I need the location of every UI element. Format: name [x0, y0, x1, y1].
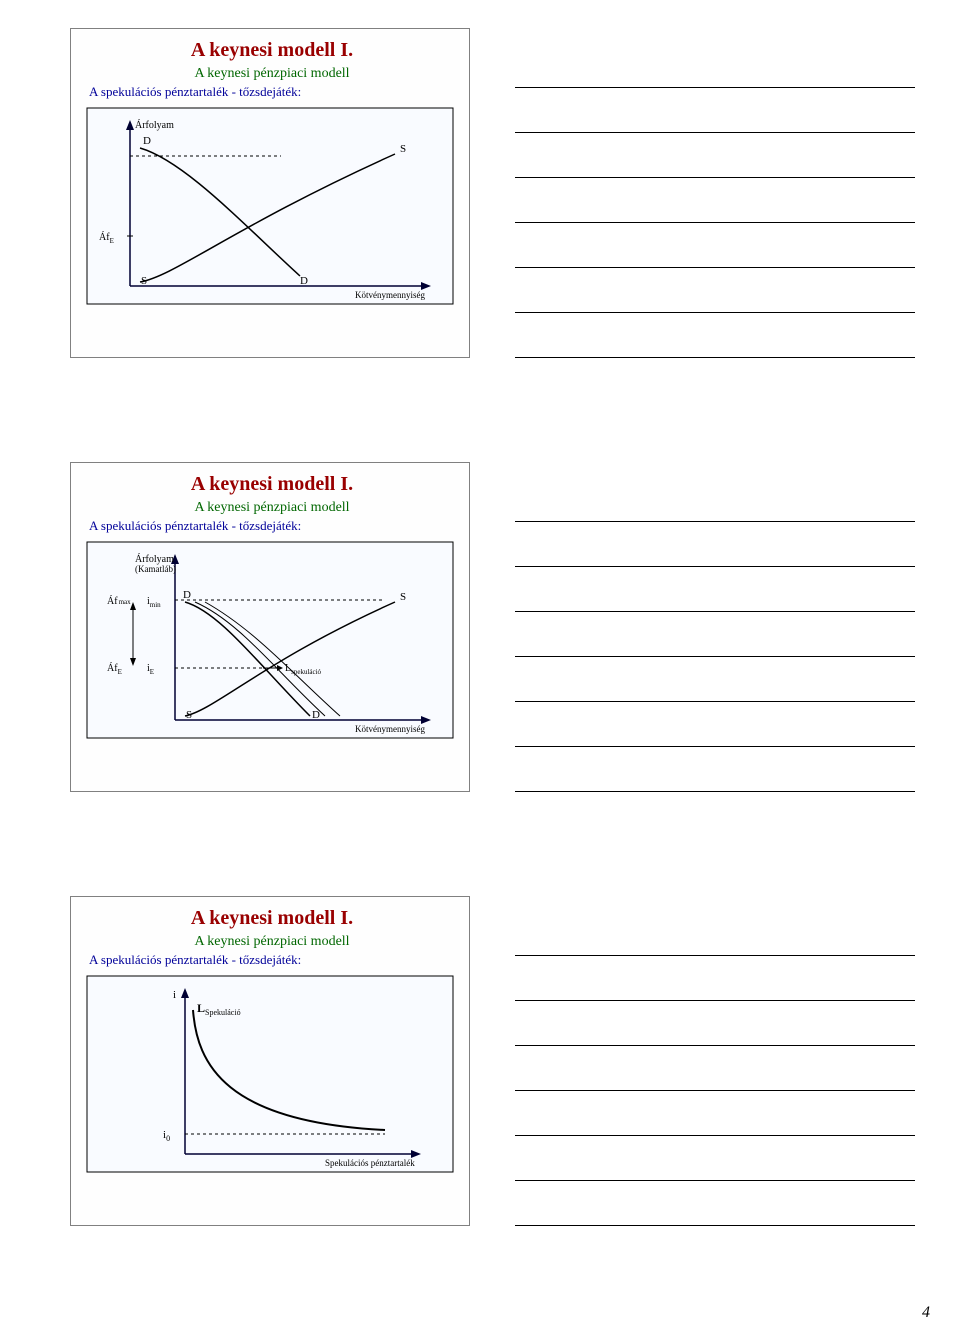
note-line: [515, 1001, 915, 1046]
svg-text:S: S: [141, 275, 147, 287]
slide-title: A keynesi modell I.: [85, 39, 459, 62]
note-line: [515, 1091, 915, 1136]
y-axis-label: Árfolyam: [135, 119, 174, 131]
svg-text:D: D: [300, 275, 308, 287]
slide-panel-1: A keynesi modell I. A keynesi pénzpiaci …: [70, 28, 470, 358]
note-line: [515, 178, 915, 223]
svg-text:(Kamatláb): (Kamatláb): [135, 564, 176, 574]
x-axis-label: Spekulációs pénztartalék: [325, 1158, 415, 1168]
svg-text:D: D: [183, 589, 191, 601]
slide-title: A keynesi modell I.: [85, 907, 459, 930]
note-line: [515, 88, 915, 133]
slide-panel-3: A keynesi modell I. A keynesi pénzpiaci …: [70, 896, 470, 1226]
note-line: [515, 43, 915, 88]
note-line: [515, 313, 915, 358]
chart-decay: i Spekulációs pénztartalék LSpekuláció i…: [85, 974, 455, 1179]
note-line: [515, 223, 915, 268]
chart-sd-1: Árfolyam Kötvénymennyiség ÁfE D D S S: [85, 106, 455, 311]
slide-sub2: A spekulációs pénztartalék - tőzsdejáték…: [89, 518, 459, 534]
row-2: A keynesi modell I. A keynesi pénzpiaci …: [0, 462, 960, 792]
page: A keynesi modell I. A keynesi pénzpiaci …: [0, 0, 960, 1340]
note-line: [515, 268, 915, 313]
note-line: [515, 567, 915, 612]
notes-1: [515, 28, 915, 358]
slide-sub2: A spekulációs pénztartalék - tőzsdejáték…: [89, 952, 459, 968]
row-1: A keynesi modell I. A keynesi pénzpiaci …: [0, 28, 960, 358]
svg-text:S: S: [400, 591, 406, 603]
slide-panel-2: A keynesi modell I. A keynesi pénzpiaci …: [70, 462, 470, 792]
page-number: 4: [922, 1304, 930, 1322]
slide-sub1: A keynesi pénzpiaci modell: [85, 66, 459, 82]
x-axis-label: Kötvénymennyiség: [355, 724, 425, 734]
svg-text:S: S: [186, 709, 192, 721]
svg-text:S: S: [400, 143, 406, 155]
note-line: [515, 133, 915, 178]
row-3: A keynesi modell I. A keynesi pénzpiaci …: [0, 896, 960, 1226]
note-line: [515, 477, 915, 522]
note-line: [515, 522, 915, 567]
note-line: [515, 1181, 915, 1226]
slide-sub2: A spekulációs pénztartalék - tőzsdejáték…: [89, 84, 459, 100]
y-axis-label: i: [173, 989, 176, 1001]
x-axis-label: Kötvénymennyiség: [355, 290, 425, 300]
slide-sub1: A keynesi pénzpiaci modell: [85, 500, 459, 516]
note-line: [515, 702, 915, 747]
note-line: [515, 747, 915, 792]
note-line: [515, 956, 915, 1001]
notes-2: [515, 462, 915, 792]
notes-3: [515, 896, 915, 1226]
note-line: [515, 1046, 915, 1091]
slide-sub1: A keynesi pénzpiaci modell: [85, 934, 459, 950]
slide-title: A keynesi modell I.: [85, 473, 459, 496]
note-line: [515, 612, 915, 657]
note-line: [515, 911, 915, 956]
note-line: [515, 1136, 915, 1181]
chart-sd-2: Árfolyam (Kamatláb) Kötvénymennyiség Áfm…: [85, 540, 455, 745]
svg-text:D: D: [143, 135, 151, 147]
note-line: [515, 657, 915, 702]
